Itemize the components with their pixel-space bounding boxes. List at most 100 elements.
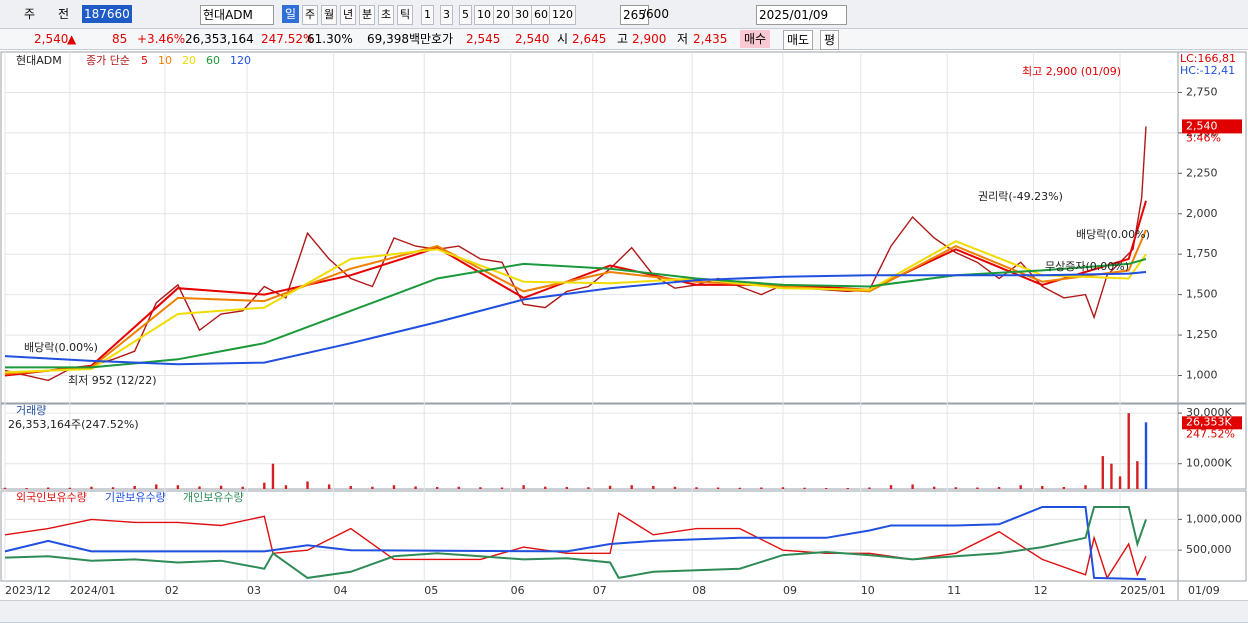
toolbar-item[interactable]: 년 (340, 5, 357, 25)
volume-bar (90, 486, 93, 489)
y-tick-label: 1,500 (1186, 288, 1218, 301)
volume-bar (889, 485, 893, 489)
toolbar-item[interactable]: 187660 (82, 5, 132, 23)
x-tick-label: 09 (783, 584, 797, 597)
volume-bar (479, 487, 482, 489)
volume-bar (803, 487, 806, 489)
scroll-bar[interactable] (0, 600, 1248, 623)
hc-label: HC:-12,41 (1180, 64, 1235, 77)
volume-bar (1101, 456, 1104, 489)
volume-bar (3, 487, 7, 489)
toolbar-item[interactable]: 틱 (397, 5, 414, 25)
toolbar-item[interactable]: 30 (512, 5, 532, 25)
volume-bar (500, 487, 504, 489)
toolbar-item[interactable]: 120 (549, 5, 576, 25)
volume-bar (954, 487, 958, 489)
toolbar-item[interactable]: 265 (620, 5, 649, 25)
quote-item: 2,540 (34, 32, 69, 46)
legend-entry: 10 (158, 54, 172, 67)
volume-bar (349, 485, 352, 489)
x-tick-label: 08 (692, 584, 706, 597)
y-tick-label: 2,250 (1186, 166, 1218, 179)
quote-item[interactable]: 매수 (740, 30, 771, 48)
toolbar-item[interactable]: 3 (440, 5, 453, 25)
volume-bar (392, 485, 396, 489)
volume-bar (716, 487, 720, 489)
volume-bar (695, 487, 698, 489)
volume-bar (176, 485, 180, 489)
volume-bar (630, 485, 633, 489)
annotation: 권리락(-49.23%) (978, 190, 1063, 203)
y-tick-label: 1,000,000 (1186, 512, 1242, 525)
toolbar-item[interactable]: 초 (378, 5, 395, 25)
volume-bar (1041, 485, 1044, 489)
volume-bar (868, 487, 871, 489)
pane-frame (0, 51, 1247, 404)
toolbar-item[interactable]: 월 (321, 5, 338, 25)
volume-bar (457, 486, 461, 489)
legend-title: 현대ADM (16, 54, 62, 67)
quote-item[interactable]: 매도 (783, 30, 814, 50)
toolbar-item[interactable]: 2025/01/09 (756, 5, 848, 25)
volume-box (1182, 416, 1242, 430)
price-label: 2,540 (1186, 119, 1218, 132)
legend-label: 종가 단순 (86, 54, 130, 67)
price-box (1182, 119, 1242, 134)
volume-bar (284, 485, 288, 489)
x-tick-label: 11 (947, 584, 961, 597)
toolbar-item[interactable]: 현대ADM (200, 5, 274, 25)
series-line (4, 506, 1147, 581)
annotation: 최저 952 (12/22) (68, 374, 157, 387)
volume-bar (1136, 461, 1139, 489)
quote-item: 2,545 (466, 32, 501, 46)
volume-bar (271, 463, 275, 489)
volume-bar (760, 487, 763, 489)
x-tick-label: 10 (861, 584, 875, 597)
toolbar-item[interactable]: 주 (302, 5, 319, 25)
volume-bar (738, 487, 741, 489)
toolbar-item[interactable]: 분 (359, 5, 376, 25)
legend-entry: 5 (141, 54, 148, 67)
toolbar-item[interactable]: 10 (474, 5, 494, 25)
legend-entry: 60 (206, 54, 220, 67)
toolbar-item[interactable]: /600 (642, 7, 669, 21)
quote-item: 저 (677, 32, 689, 46)
annotation: 무상증자(0.00%) (1045, 260, 1129, 273)
quote-item[interactable]: 평 (820, 30, 840, 50)
volume-bar (781, 487, 785, 489)
series-line (4, 200, 1147, 377)
toolbar-item[interactable]: 1 (421, 5, 434, 25)
y-tick-label: 2,750 (1186, 85, 1218, 98)
x-tick-label: 2025/01 (1120, 584, 1166, 597)
series-line (4, 240, 1147, 374)
volume-bar (133, 485, 136, 489)
x-tick-label: 06 (511, 584, 525, 597)
annotation: 최고 2,900 (01/09) (1022, 65, 1121, 78)
x-tick-label: 05 (424, 584, 438, 597)
series-line (4, 271, 1147, 366)
x-tick-label: 07 (593, 584, 607, 597)
quote-bar: 2,540 ▲ 85 +3.46% 26,353,164 247.52% 61.30% 69,… (0, 29, 1248, 50)
toolbar-item[interactable]: 주 (24, 7, 36, 21)
toolbar-item[interactable]: 일 (282, 5, 300, 23)
volume-bar (1062, 486, 1066, 489)
y-tick-label: 30,000K (1186, 406, 1232, 419)
volume-bar (824, 487, 828, 489)
volume-bar (435, 486, 439, 489)
annotation: 배당락(0.00%) (24, 341, 98, 354)
toolbar-item[interactable]: 20 (493, 5, 513, 25)
legend-entry: 개인보유수량 (183, 491, 244, 504)
volume-bar (1084, 485, 1087, 489)
volume-bar (1144, 422, 1148, 489)
legend-entry: 120 (230, 54, 251, 67)
toolbar-item[interactable]: 5 (459, 5, 472, 25)
volume-bar (1118, 476, 1122, 489)
quote-item: 247.52% (261, 32, 315, 46)
volume-bar (565, 486, 569, 489)
y-tick-label: 1,750 (1186, 247, 1218, 260)
toolbar-item[interactable]: 전 (58, 7, 70, 21)
quote-item: 2,900 (632, 32, 667, 46)
volume-bar (198, 486, 201, 489)
